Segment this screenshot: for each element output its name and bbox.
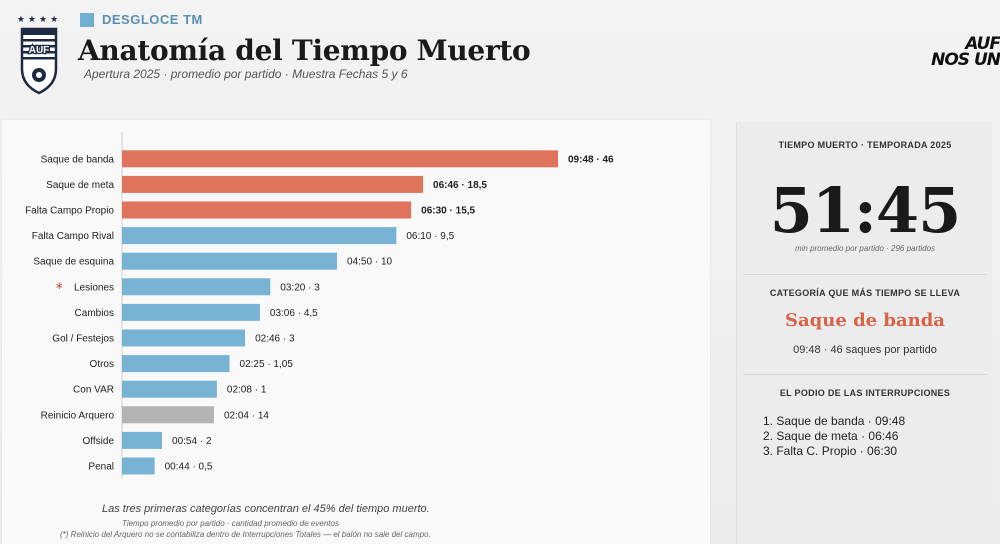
top-category-name: Saque de banda <box>785 310 945 331</box>
category-label: Falta Campo Rival <box>32 231 114 242</box>
data-label: 02:08 · 1 <box>227 385 267 396</box>
data-label: 03:20 · 3 <box>280 282 320 293</box>
category-label: Otros <box>90 359 114 370</box>
data-label: 04:50 · 10 <box>347 257 392 268</box>
data-label: 00:54 · 2 <box>172 436 212 447</box>
category-label: Reinicio Arquero <box>41 410 115 421</box>
data-label: 09:48 · 46 <box>568 154 614 165</box>
bar <box>122 380 217 398</box>
summary-divider-2 <box>743 374 987 375</box>
chart-footnote-excluded: (*) Reinicio del Arquero no se contabili… <box>60 530 431 539</box>
section-kicker: DESGLOCE TM <box>80 12 203 27</box>
top-category-detail: 09:48 · 46 saques por partido <box>793 344 937 356</box>
bar <box>122 329 246 347</box>
podium-item-2: 2. Saque de meta · 06:46 <box>763 429 899 443</box>
auf-crest: ★★★★ AUF <box>16 14 62 98</box>
podium-item-1: 1. Saque de banda · 09:48 <box>763 414 906 428</box>
category-label: Saque de banda <box>41 154 115 165</box>
category-label: Cambios <box>75 308 114 319</box>
data-label: 03:06 · 4,5 <box>270 308 318 319</box>
bar <box>122 355 230 373</box>
category-label: Penal <box>88 462 114 473</box>
crest-stars: ★★★★ <box>16 14 62 24</box>
kicker-square-icon <box>80 12 94 27</box>
bar <box>122 431 163 449</box>
category-label: Saque de esquina <box>33 257 114 268</box>
top-category-title: CATEGORÍA QUE MÁS TIEMPO SE LLEVA <box>769 288 961 298</box>
category-label: Gol / Festejos <box>52 334 114 345</box>
bar <box>122 457 155 475</box>
data-label: 06:30 · 15,5 <box>421 206 475 217</box>
data-label: 02:04 · 14 <box>224 410 269 421</box>
podium-list: 1. Saque de banda · 09:48 2. Saque de me… <box>763 414 905 459</box>
chart-panel: Saque de banda 09:48 · 46 Saque de meta 06:… <box>2 120 710 544</box>
crest-letters: AUF <box>29 45 50 56</box>
page-title: Anatomía del Tiempo Muerto <box>78 34 531 67</box>
asterisk-mark: * <box>56 281 63 297</box>
chart-footnote-legend: Tiempo promedio por partido · cantidad p… <box>122 519 339 528</box>
brand-logo: AUF NOS UN <box>918 34 1000 76</box>
category-label: Falta Campo Propio <box>25 206 114 217</box>
season-total-subtitle: min promedio por partido · 296 partidos <box>794 244 936 253</box>
summary-divider-1 <box>743 274 987 275</box>
bar <box>122 175 424 193</box>
bar <box>122 278 271 296</box>
data-label: 02:25 · 1,05 <box>240 359 294 370</box>
data-label: 06:46 · 18,5 <box>433 180 487 191</box>
season-total-value: 51:45 <box>769 174 961 247</box>
data-label: 00:44 · 0,5 <box>165 462 213 473</box>
bar <box>122 303 260 321</box>
summary-panel: TIEMPO MUERTO · TEMPORADA 2025 51:45 min… <box>736 122 992 544</box>
chart-footnote-main: Las tres primeras categorías concentran … <box>102 503 430 515</box>
bar-chart: Saque de banda 09:48 · 46 Saque de meta 06:… <box>25 132 614 479</box>
bar <box>122 201 412 219</box>
page-subtitle: Apertura 2025 · promedio por partido · M… <box>84 67 408 81</box>
category-label: Con VAR <box>73 385 114 396</box>
bar <box>122 227 397 245</box>
data-label: 06:10 · 9,5 <box>406 231 454 242</box>
brand-line-2: NOS UN <box>931 50 1000 71</box>
brand-line-1: AUF <box>965 34 1000 54</box>
podium-item-3: 3. Falta C. Propio · 06:30 <box>763 444 898 458</box>
bar <box>122 252 338 270</box>
season-total-title: TIEMPO MUERTO · TEMPORADA 2025 <box>778 140 952 150</box>
kicker-label: DESGLOCE TM <box>102 12 203 27</box>
data-label: 02:46 · 3 <box>255 334 295 345</box>
category-label: Lesiones <box>74 282 114 293</box>
podium-title: EL PODIO DE LAS INTERRUPCIONES <box>779 388 951 398</box>
shield-icon: AUF <box>20 27 58 95</box>
category-label: Offside <box>83 436 115 447</box>
category-label: Saque de meta <box>46 180 114 191</box>
bar <box>122 406 214 424</box>
bar <box>122 150 558 168</box>
